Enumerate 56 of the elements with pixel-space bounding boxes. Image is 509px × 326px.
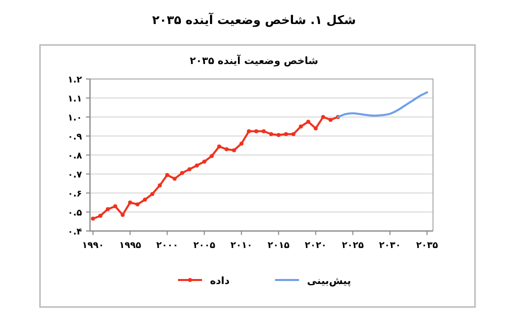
legend-label: داده	[210, 276, 230, 287]
x-tick-label: ۱۹۹۰	[82, 241, 104, 251]
point	[232, 148, 236, 152]
point	[165, 172, 170, 177]
point	[180, 171, 184, 176]
point	[224, 147, 229, 152]
x-tick-label: ۲۰۳۰	[378, 241, 401, 251]
point	[158, 183, 162, 188]
point	[314, 126, 318, 130]
point	[328, 118, 333, 122]
y-tick-label: ۰.۹	[68, 132, 83, 142]
y-tick-label: ۱.۱	[68, 94, 82, 104]
point	[98, 214, 102, 218]
point	[136, 202, 140, 206]
y-tick-label: ۱.۰	[68, 114, 82, 124]
y-tick-label: ۰.۸	[68, 152, 83, 162]
point	[187, 167, 192, 172]
point	[239, 142, 244, 146]
x-tick-label: ۲۰۲۵	[342, 241, 364, 251]
point	[90, 216, 95, 221]
point	[262, 129, 266, 134]
point	[254, 129, 258, 134]
legend-label: پیش‌بینی	[307, 276, 352, 287]
point	[120, 212, 125, 217]
point	[106, 207, 110, 212]
x-tick-label: ۲۰۰۰	[156, 241, 178, 251]
point	[269, 132, 274, 136]
y-tick-label: ۰.۵	[68, 208, 83, 218]
x-tick-label: ۲۰۱۵	[268, 241, 290, 251]
y-tick-label: ۱.۲	[68, 76, 83, 86]
point	[217, 144, 222, 148]
point	[142, 198, 147, 202]
point	[172, 176, 177, 181]
point	[246, 129, 251, 134]
point	[306, 120, 310, 124]
chart-title: شکل ۱. شاخص وضعیت آینده ۲۰۳۵	[152, 12, 356, 27]
point	[128, 200, 132, 204]
chart-subtitle: شاخص وضعیت آینده ۲۰۳۵	[190, 54, 318, 67]
x-tick-label: ۲۰۲۰	[304, 241, 327, 251]
y-tick-label: ۰.۷	[68, 170, 83, 180]
y-tick-label: ۰.۶	[68, 190, 82, 200]
point	[202, 160, 206, 164]
point	[150, 192, 154, 196]
x-tick-label: ۲۰۱۰	[230, 241, 252, 251]
point	[276, 133, 281, 138]
point	[291, 132, 296, 136]
x-tick-label: ۱۹۹۵	[119, 241, 142, 251]
point	[321, 115, 326, 119]
point	[284, 132, 288, 136]
y-tick-label: ۰.۴	[68, 228, 83, 238]
x-tick-label: ۲۰۰۵	[193, 241, 216, 251]
x-tick-label: ۲۰۳۵	[416, 241, 439, 251]
point	[194, 163, 199, 168]
point	[113, 204, 118, 208]
point	[298, 124, 303, 128]
point	[210, 154, 214, 158]
